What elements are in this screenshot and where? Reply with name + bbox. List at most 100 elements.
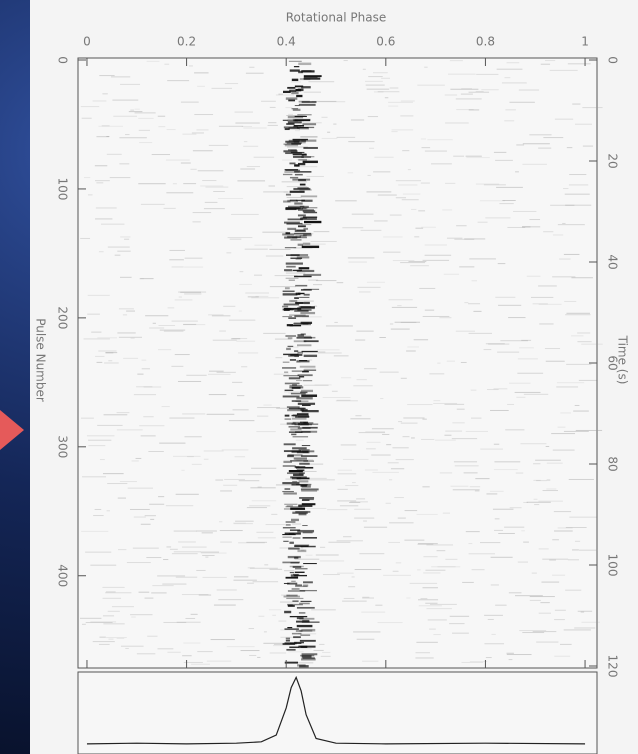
noise bbox=[147, 61, 160, 62]
noise bbox=[575, 541, 580, 542]
noise bbox=[162, 406, 170, 407]
noise bbox=[119, 137, 146, 138]
noise bbox=[491, 557, 513, 558]
pulse-emission bbox=[290, 643, 301, 644]
noise bbox=[530, 600, 541, 601]
pulse-emission bbox=[289, 426, 300, 428]
noise bbox=[141, 204, 165, 205]
noise bbox=[437, 550, 446, 551]
pulse-emission bbox=[301, 307, 315, 309]
noise bbox=[271, 514, 277, 515]
noise bbox=[431, 163, 452, 164]
noise bbox=[193, 150, 213, 151]
noise bbox=[396, 562, 401, 563]
noise bbox=[371, 455, 390, 456]
noise bbox=[533, 303, 548, 304]
noise bbox=[172, 321, 198, 322]
noise bbox=[380, 372, 399, 373]
noise bbox=[484, 349, 492, 350]
noise bbox=[246, 542, 267, 543]
noise bbox=[80, 618, 101, 619]
noise bbox=[158, 325, 175, 326]
pulse-emission bbox=[297, 270, 314, 272]
noise bbox=[291, 81, 301, 82]
noise bbox=[134, 517, 146, 518]
noise bbox=[254, 275, 262, 276]
pulse-emission bbox=[286, 649, 295, 651]
noise bbox=[450, 486, 468, 487]
noise bbox=[355, 340, 365, 341]
noise bbox=[139, 142, 152, 143]
noise bbox=[569, 174, 586, 175]
noise bbox=[272, 615, 276, 616]
profile-frame bbox=[78, 672, 597, 754]
noise bbox=[569, 517, 596, 518]
noise bbox=[153, 323, 156, 324]
pulse-emission bbox=[302, 485, 311, 487]
noise bbox=[494, 444, 499, 445]
noise bbox=[478, 222, 488, 223]
noise bbox=[495, 518, 500, 519]
pulse-emission bbox=[282, 491, 294, 492]
pulse-emission bbox=[286, 278, 299, 279]
noise bbox=[495, 605, 506, 606]
noise bbox=[337, 282, 344, 283]
x-tick-label: 0.6 bbox=[376, 35, 395, 49]
noise bbox=[236, 341, 255, 342]
noise bbox=[225, 83, 238, 84]
noise bbox=[552, 575, 565, 576]
pulse-emission bbox=[285, 415, 290, 417]
pulse-emission bbox=[284, 628, 298, 630]
noise bbox=[425, 151, 447, 152]
noise bbox=[572, 549, 579, 550]
noise bbox=[423, 572, 440, 573]
noise bbox=[108, 611, 120, 612]
noise bbox=[513, 211, 536, 212]
noise bbox=[117, 429, 143, 430]
noise bbox=[517, 373, 543, 374]
noise bbox=[97, 337, 117, 338]
pulse-emission bbox=[288, 454, 302, 456]
noise bbox=[547, 480, 551, 481]
pulse-emission bbox=[286, 223, 302, 225]
noise bbox=[494, 461, 520, 462]
y2-tick-label: 0 bbox=[606, 56, 620, 64]
noise bbox=[434, 400, 441, 401]
noise bbox=[163, 622, 186, 623]
noise bbox=[571, 277, 592, 278]
noise bbox=[112, 100, 138, 101]
noise bbox=[372, 428, 394, 429]
noise bbox=[521, 340, 531, 341]
pulse-emission bbox=[302, 101, 317, 103]
pulse-emission bbox=[299, 497, 314, 498]
pulse-emission bbox=[303, 460, 314, 462]
noise bbox=[442, 209, 452, 210]
noise bbox=[95, 165, 107, 166]
noise bbox=[390, 215, 402, 216]
pulse-emission bbox=[298, 214, 306, 216]
pulse-emission bbox=[292, 600, 298, 602]
noise bbox=[235, 112, 253, 113]
noise bbox=[541, 64, 550, 65]
noise bbox=[546, 361, 565, 362]
noise bbox=[391, 329, 410, 330]
noise bbox=[261, 101, 276, 102]
noise bbox=[224, 479, 245, 480]
noise bbox=[107, 510, 110, 511]
pulse-emission bbox=[298, 179, 306, 181]
noise bbox=[258, 537, 276, 538]
noise bbox=[491, 584, 499, 585]
pulse-emission bbox=[289, 91, 296, 92]
noise bbox=[131, 617, 135, 618]
noise bbox=[152, 585, 173, 586]
noise bbox=[166, 192, 193, 193]
noise bbox=[235, 521, 254, 522]
noise bbox=[470, 486, 480, 487]
noise bbox=[102, 125, 110, 126]
noise bbox=[549, 560, 556, 561]
noise bbox=[207, 414, 235, 415]
noise bbox=[209, 145, 228, 146]
pulse-emission bbox=[297, 114, 311, 115]
pulse-emission bbox=[289, 280, 295, 281]
pulse-emission bbox=[302, 503, 316, 505]
